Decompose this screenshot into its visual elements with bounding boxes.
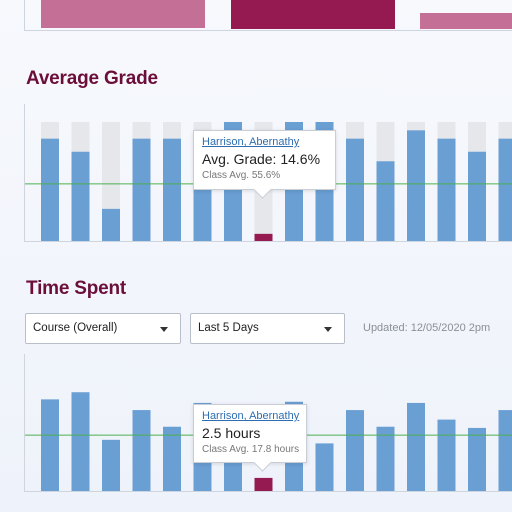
- class-avg-label: Class Avg. 17.8 hours: [202, 444, 300, 455]
- avg-grade-value: Avg. Grade: 14.6%: [202, 151, 321, 167]
- updated-timestamp: Updated: 12/05/2020 2pm: [363, 322, 491, 334]
- top-chart: [24, 0, 512, 31]
- top-bar-pink-2[interactable]: [420, 13, 512, 29]
- grade-bar-selected[interactable]: [254, 233, 273, 241]
- grade-bar[interactable]: [132, 138, 151, 241]
- time-bar[interactable]: [132, 410, 151, 491]
- grade-bar[interactable]: [468, 151, 486, 241]
- grade-bar[interactable]: [102, 208, 120, 241]
- grade-bar[interactable]: [163, 138, 181, 241]
- grade-bar[interactable]: [376, 161, 395, 241]
- time-bar[interactable]: [163, 426, 181, 491]
- grade-bar[interactable]: [41, 138, 59, 241]
- top-bar-pink-1[interactable]: [41, 0, 205, 28]
- average-grade-plot: [25, 122, 512, 241]
- range-select-value: Last 5 Days: [198, 322, 259, 334]
- time-spent-chart: Harrison, Abernathy 2.5 hours Class Avg.…: [24, 354, 512, 492]
- range-select[interactable]: Last 5 Days: [190, 313, 345, 344]
- course-select-value: Course (Overall): [33, 322, 118, 334]
- time-bar[interactable]: [376, 426, 395, 491]
- time-bar[interactable]: [41, 399, 59, 491]
- time-bar[interactable]: [468, 427, 486, 491]
- time-spent-value: 2.5 hours: [202, 425, 261, 441]
- chevron-down-icon: [160, 327, 168, 332]
- class-avg-label: Class Avg. 55.6%: [202, 170, 281, 181]
- grade-bar[interactable]: [407, 130, 425, 241]
- time-bar[interactable]: [102, 439, 120, 491]
- average-grade-title: Average Grade: [26, 68, 158, 89]
- grade-bar[interactable]: [437, 138, 456, 241]
- chevron-down-icon: [324, 327, 332, 332]
- time-bar-selected[interactable]: [254, 477, 273, 491]
- time-bar[interactable]: [498, 410, 512, 491]
- time-bar[interactable]: [315, 443, 334, 491]
- average-grade-chart: Harrison, Abernathy Avg. Grade: 14.6% Cl…: [24, 104, 512, 242]
- time-bar[interactable]: [407, 402, 425, 491]
- time-bar[interactable]: [437, 419, 456, 491]
- course-select[interactable]: Course (Overall): [25, 313, 181, 344]
- grade-bar[interactable]: [498, 138, 512, 241]
- time-spent-tooltip: Harrison, Abernathy 2.5 hours Class Avg.…: [193, 404, 307, 463]
- grade-bar[interactable]: [346, 138, 364, 241]
- top-bar-maroon[interactable]: [231, 0, 395, 29]
- grade-bar[interactable]: [71, 151, 90, 241]
- time-bar[interactable]: [346, 410, 364, 491]
- student-name-link[interactable]: Harrison, Abernathy: [202, 410, 300, 422]
- time-spent-title: Time Spent: [26, 278, 127, 299]
- time-bar[interactable]: [71, 392, 90, 491]
- student-name-link[interactable]: Harrison, Abernathy: [202, 136, 300, 148]
- average-grade-tooltip: Harrison, Abernathy Avg. Grade: 14.6% Cl…: [193, 130, 336, 190]
